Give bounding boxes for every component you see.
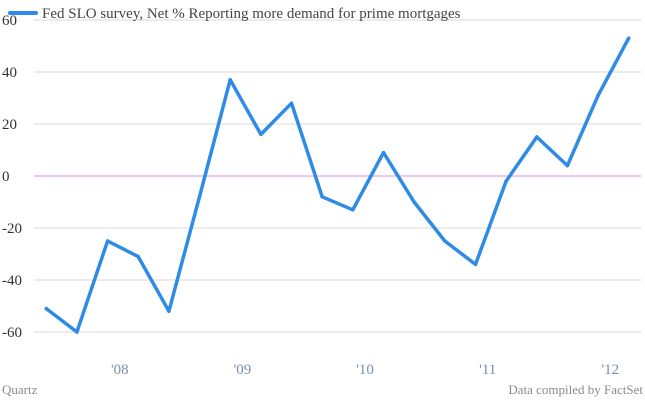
legend: Fed SLO survey, Net % Reporting more dem…: [8, 6, 461, 22]
x-tick-label: '10: [356, 362, 374, 378]
x-tick-label: '12: [601, 362, 619, 378]
y-tick-label: -60: [2, 325, 22, 341]
data-point: [473, 262, 478, 267]
y-tick-label: -20: [2, 221, 22, 237]
data-point: [228, 78, 232, 82]
data-point: [197, 195, 202, 199]
data-point: [412, 200, 416, 204]
y-tick-label: 20: [2, 117, 17, 133]
data-point: [320, 195, 324, 199]
data-point: [44, 306, 49, 311]
data-point: [259, 132, 263, 137]
y-tick-label: 0: [2, 169, 10, 185]
data-point: [167, 309, 171, 313]
y-axis-ticks: 60 40 20 0 -20 -40 -60: [2, 13, 22, 341]
y-tick-label: 40: [2, 65, 17, 81]
data-point: [105, 239, 110, 243]
y-tick-label: -40: [2, 273, 22, 289]
y-tick-label: 60: [2, 13, 17, 29]
x-tick-label: '08: [111, 362, 129, 378]
data-point: [504, 179, 508, 183]
series-group: [44, 36, 631, 334]
data-point: [289, 101, 294, 105]
data-point: [381, 150, 386, 155]
x-axis-ticks: '08 '09 '10 '11 '12: [111, 362, 619, 378]
gridlines: [34, 19, 641, 333]
series-line: [44, 36, 631, 334]
x-tick-label: '09: [234, 362, 252, 378]
data-point: [535, 135, 539, 139]
source-left: Quartz: [2, 382, 38, 397]
data-point: [626, 36, 631, 40]
data-point: [596, 93, 600, 98]
source-right: Data compiled by FactSet: [508, 382, 643, 397]
legend-label: Fed SLO survey, Net % Reporting more dem…: [42, 6, 461, 22]
data-point: [351, 208, 355, 212]
data-point: [136, 254, 140, 259]
data-point: [443, 239, 447, 243]
data-point: [75, 330, 79, 334]
data-point: [565, 163, 570, 168]
x-tick-label: '11: [479, 362, 496, 378]
